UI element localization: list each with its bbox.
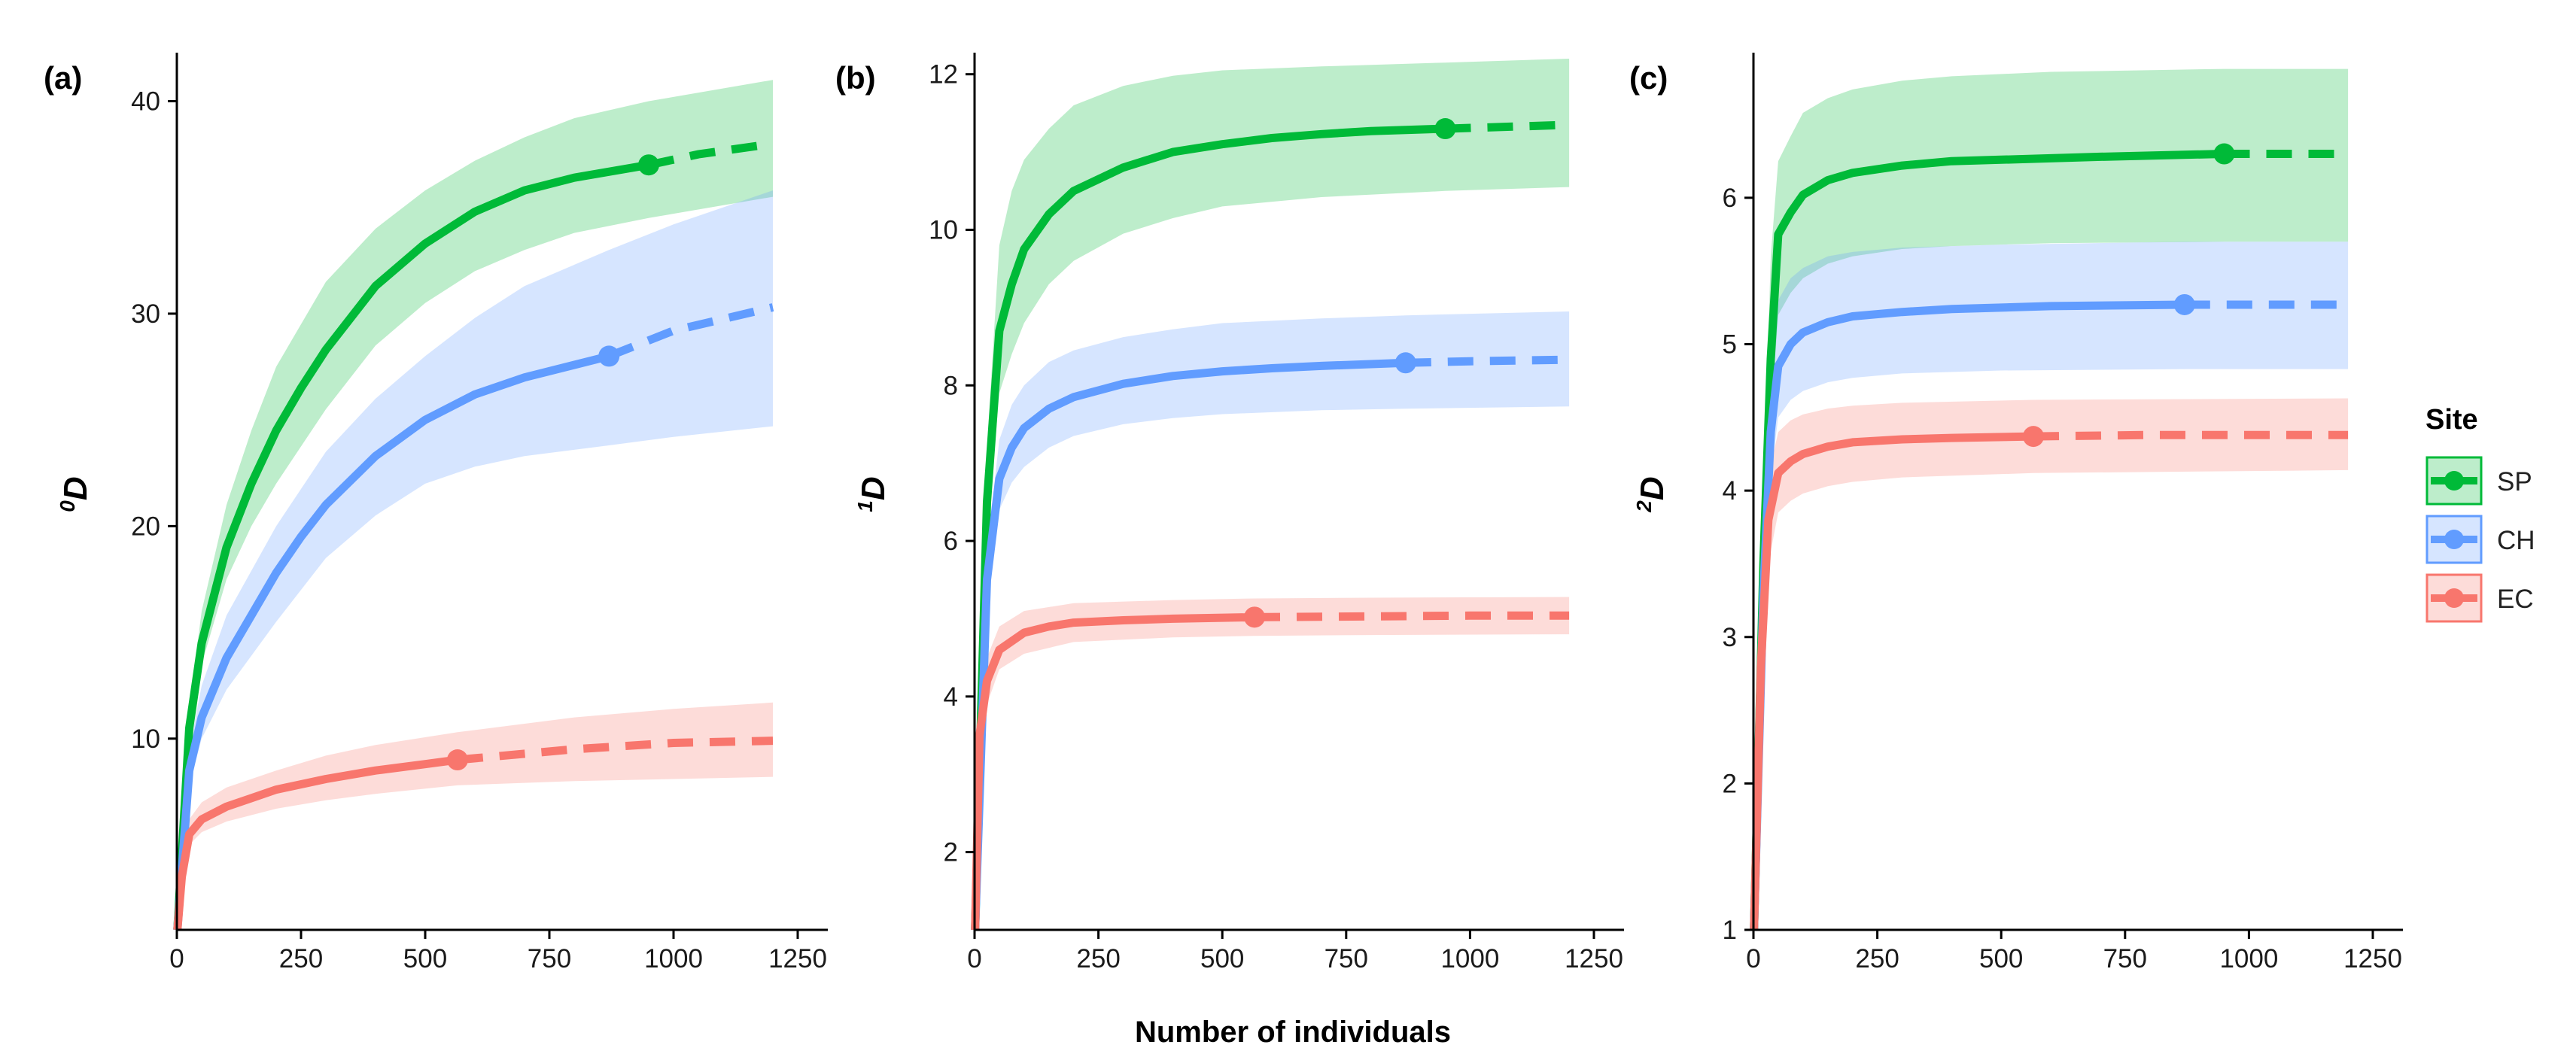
y-axis-title: 1D xyxy=(853,476,892,512)
line-interpolated-ec xyxy=(1750,432,2034,931)
x-tick-label: 250 xyxy=(279,944,323,973)
point-observed-ec xyxy=(1243,606,1265,628)
point-observed-sp xyxy=(2213,143,2235,165)
y-axis-title-superscript: 2 xyxy=(1632,500,1656,513)
x-tick-label: 0 xyxy=(1746,944,1760,973)
line-extrapolated-ec xyxy=(457,737,774,764)
legend-label-sp: SP xyxy=(2497,467,2532,497)
line-extrapolated-ec xyxy=(2033,430,2349,441)
x-tick-label: 500 xyxy=(1200,944,1244,973)
y-axis-title-superscript: 0 xyxy=(56,500,79,512)
confidence-band-ec xyxy=(975,597,1570,930)
line-interpolated-ec xyxy=(971,612,1255,931)
y-axis-title-main: D xyxy=(1634,476,1671,500)
x-tick-label: 1000 xyxy=(1440,944,1499,973)
y-tick-label: 40 xyxy=(131,87,160,116)
confidence-band-ch xyxy=(177,190,773,931)
x-tick-label: 500 xyxy=(1979,944,2023,973)
y-tick-label: 20 xyxy=(131,512,160,541)
point-observed-ec xyxy=(446,749,468,771)
x-tick-label: 750 xyxy=(528,944,571,973)
confidence-band-ch xyxy=(1753,241,2349,930)
y-tick-label: 6 xyxy=(1723,184,1737,213)
line-interpolated-ch xyxy=(173,352,610,931)
confidence-band-ch xyxy=(975,311,1570,930)
x-tick-label: 250 xyxy=(1076,944,1120,973)
line-interpolated-sp xyxy=(1750,150,2225,931)
x-tick-label: 1250 xyxy=(768,944,827,973)
y-tick-label: 3 xyxy=(1723,623,1737,652)
line-extrapolated-ec xyxy=(1254,611,1570,621)
line-interpolated-ch xyxy=(1750,300,2185,931)
line-extrapolated-sp xyxy=(1445,120,1570,133)
y-tick-label: 8 xyxy=(944,371,958,400)
y-tick-label: 12 xyxy=(929,60,958,90)
x-tick-label: 500 xyxy=(403,944,447,973)
point-observed-sp xyxy=(638,154,659,176)
x-tick-label: 1250 xyxy=(2343,944,2402,973)
line-interpolated-sp xyxy=(971,124,1446,931)
legend-entry-ch: CH xyxy=(2425,515,2535,564)
point-observed-ch xyxy=(1394,352,1416,374)
point-observed-ec xyxy=(2022,426,2044,448)
line-extrapolated-ch xyxy=(607,303,774,360)
y-tick-label: 2 xyxy=(1723,769,1737,798)
line-interpolated-sp xyxy=(173,160,649,931)
legend-label-ch: CH xyxy=(2497,526,2535,555)
y-axis-title-main: D xyxy=(855,476,892,500)
y-tick-label: 4 xyxy=(1723,476,1737,506)
legend-entry-sp: SP xyxy=(2425,456,2532,506)
y-tick-label: 10 xyxy=(929,215,958,245)
line-extrapolated-ch xyxy=(1405,355,1570,367)
y-tick-label: 6 xyxy=(944,527,958,556)
y-tick-label: 10 xyxy=(131,724,160,754)
x-tick-label: 1000 xyxy=(644,944,703,973)
y-tick-label: 2 xyxy=(944,838,958,867)
y-tick-label: 4 xyxy=(944,682,958,712)
point-observed-sp xyxy=(1434,118,1456,140)
legend-entry-ec: EC xyxy=(2425,573,2534,623)
y-axis-title: 0D xyxy=(56,476,94,512)
y-tick-label: 30 xyxy=(131,299,160,329)
panel-label: (b) xyxy=(835,60,876,96)
legend-title: Site xyxy=(2425,404,2478,436)
line-interpolated-ec xyxy=(173,755,458,931)
x-tick-label: 750 xyxy=(2103,944,2147,973)
x-axis-title: Number of individuals xyxy=(1135,1016,1451,1049)
x-tick-label: 750 xyxy=(1324,944,1368,973)
panel-2: 0 250 500 750 1000 1250 2 4 6 8 10 12 (b) 1D xyxy=(835,53,1624,973)
panel-label: (a) xyxy=(44,60,82,96)
confidence-band-sp xyxy=(1753,68,2349,931)
x-tick-label: 1000 xyxy=(2219,944,2278,973)
y-axis-title-main: D xyxy=(57,476,94,500)
legend-key-point xyxy=(2444,530,2464,549)
x-tick-label: 250 xyxy=(1855,944,1899,973)
x-tick-label: 1250 xyxy=(1565,944,1623,973)
legend-key-point xyxy=(2444,588,2464,608)
confidence-band-ec xyxy=(1753,398,2349,930)
line-interpolated-ch xyxy=(971,358,1407,931)
point-observed-ch xyxy=(598,345,620,367)
y-tick-label: 5 xyxy=(1723,330,1737,360)
legend-key-point xyxy=(2444,471,2464,491)
confidence-band-ec xyxy=(177,702,773,930)
line-extrapolated-sp xyxy=(647,139,774,169)
point-observed-ch xyxy=(2173,293,2195,315)
y-axis-title-superscript: 1 xyxy=(853,500,877,512)
x-tick-label: 0 xyxy=(967,944,981,973)
y-axis-title: 2D xyxy=(1632,476,1671,512)
confidence-band-sp xyxy=(177,80,773,931)
y-tick-label: 1 xyxy=(1723,916,1737,945)
legend: Site SP CH EC xyxy=(2425,404,2535,623)
x-tick-label: 0 xyxy=(169,944,184,973)
legend-label-ec: EC xyxy=(2497,585,2534,614)
panel-label: (c) xyxy=(1629,60,1668,96)
confidence-band-sp xyxy=(975,59,1570,930)
